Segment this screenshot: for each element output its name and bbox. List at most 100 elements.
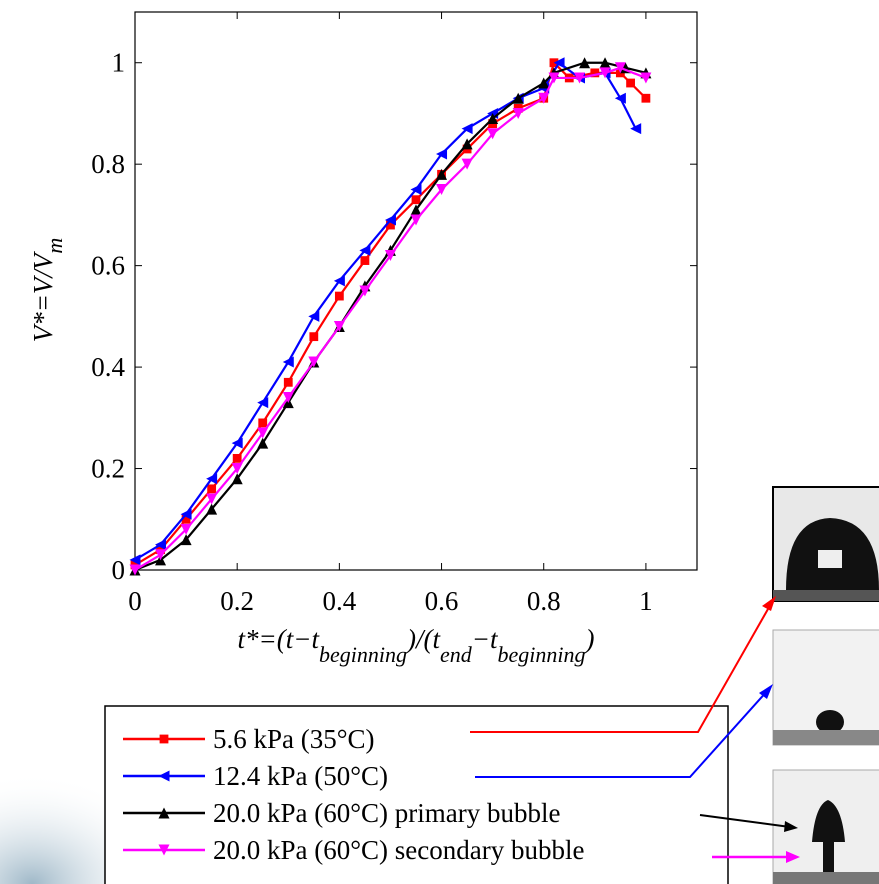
arrow-head [786,851,800,863]
legend-label: 12.4 kPa (50°C) [213,761,388,791]
marker [206,473,218,485]
marker [232,454,242,463]
marker [630,123,642,135]
substrate [773,872,879,884]
marker [359,244,371,256]
marker [333,321,345,333]
marker [538,92,550,104]
marker [158,770,170,782]
x-axis-label-part: ) [583,624,594,654]
marker [461,123,473,135]
marker [207,484,217,494]
marker [257,437,269,449]
marker [258,418,268,428]
arrow-head [759,684,773,699]
marker [553,57,565,69]
x-axis-label-part: beginning [497,642,585,667]
marker [579,57,591,69]
marker [159,734,169,744]
marker [461,158,473,170]
plot-area: 0 0.2 0.4 0.6 0.8 100.20.40.60.81t*=(t−tbegin… [28,11,698,667]
axes-box [134,11,698,571]
marker [436,148,448,160]
marker [461,138,473,150]
substrate [773,730,879,745]
x-tick-label: 0.6 [425,586,459,616]
series-line [134,61,647,572]
x-tick-label: 1 [639,586,653,616]
marker [308,310,320,322]
marker [283,377,293,387]
x-axis-label-part: t*=(t−t [238,624,321,654]
y-tick-label: 0.4 [91,352,125,382]
marker [599,67,611,79]
substrate [773,590,879,601]
marker [282,392,294,404]
y-axis-label: V*=V/Vm [28,238,67,343]
y-tick-label: 0.8 [91,149,125,179]
marker [206,493,218,505]
marker [384,249,396,261]
marker [257,427,269,439]
marker [436,168,448,180]
legend-label: 20.0 kPa (60°C) primary bubble [213,798,561,828]
x-axis-label-part: end [440,642,473,667]
x-tick-label: 0 [128,586,142,616]
arrow-head [762,596,776,611]
x-axis-label-part: beginning [319,642,407,667]
legend-label: 5.6 kPa (35°C) [213,724,375,754]
legend-box [104,705,729,884]
marker [155,539,167,551]
photos [772,486,879,884]
y-axis-label-part: V*=V/V [28,250,58,342]
marker [641,93,651,103]
marker [614,62,626,74]
marker [538,77,550,89]
x-axis-label-part: −t [472,624,499,654]
marker [411,195,421,205]
marker [512,107,524,119]
marker [436,184,448,196]
marker [180,523,192,535]
droplet [816,710,844,734]
marker [155,549,167,561]
x-tick-label: 0.2 [220,586,254,616]
arrow [699,814,791,828]
x-tick-label: 0.8 [527,586,561,616]
legend-label: 20.0 kPa (60°C) secondary bubble [213,835,584,865]
marker [231,437,243,449]
marker [487,128,499,140]
marker [410,184,422,196]
marker [129,564,141,576]
marker [333,275,345,287]
marker [158,807,170,819]
marker [512,92,524,104]
marker [548,72,560,84]
marker [487,113,499,125]
y-tick-label: 0.2 [91,454,125,484]
marker [360,256,370,265]
marker [640,72,652,84]
marker [614,92,626,104]
arrows [470,596,800,863]
marker [180,534,192,546]
marker [158,844,170,856]
x-axis-label-part: )/(t [405,624,441,654]
marker [599,57,611,69]
arrow [475,689,769,778]
marker [626,78,635,88]
marker [384,214,396,226]
y-tick-label: 1 [112,48,126,78]
marker [410,214,422,226]
y-axis-label-part: m [42,238,67,254]
marker [206,503,218,515]
marker [231,473,243,485]
droplet-highlight [818,550,842,568]
marker [129,554,141,566]
marker [359,285,371,297]
series-line [134,61,637,561]
marker [180,508,192,520]
x-tick-label: 0.4 [322,586,356,616]
marker [257,397,269,409]
marker [573,72,585,84]
